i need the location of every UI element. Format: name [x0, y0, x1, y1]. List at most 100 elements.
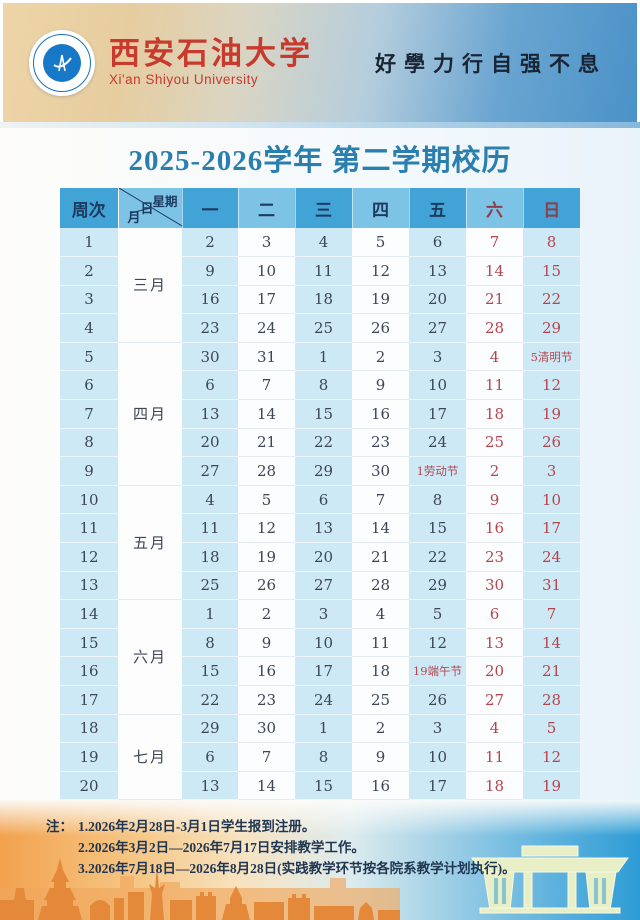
day-cell: 29 [295, 456, 352, 486]
logo-ring [33, 33, 91, 92]
week-number-cell: 10 [60, 485, 118, 515]
day-cell: 9 [238, 628, 295, 658]
day-header: 一 [182, 188, 239, 228]
day-cell: 19 [523, 399, 580, 429]
day-cell: 21 [238, 428, 295, 458]
day-cell: 18 [352, 656, 409, 686]
day-cell: 26 [238, 571, 295, 601]
day-cell: 10 [409, 370, 466, 401]
month-cell: 六月 [118, 599, 182, 715]
day-cell: 19 [523, 771, 580, 801]
day-cell: 2 [466, 456, 523, 486]
day-cell: 14 [238, 399, 295, 429]
week-number-cell: 16 [60, 656, 118, 686]
day-cell: 28 [238, 456, 295, 486]
logo-core [43, 43, 81, 82]
university-name-block: 西安石油大学 Xi'an Shiyou University [109, 38, 313, 87]
day-cell: 27 [409, 313, 466, 343]
day-cell: 12 [409, 628, 466, 658]
day-cell: 31 [238, 342, 295, 372]
day-cell: 23 [182, 313, 238, 343]
day-cell: 3 [523, 456, 580, 486]
day-cell: 1劳动节 [409, 456, 466, 486]
day-header: 三 [295, 188, 353, 228]
day-cell: 6 [409, 228, 466, 258]
table-row: 3 16 17 18 19 20 21 22 [60, 285, 580, 315]
day-cell: 9 [466, 485, 523, 515]
day-cell: 17 [409, 771, 466, 801]
note-prefix: 注： [46, 819, 73, 834]
note-text: 2.2026年3月2日—2026年7月17日安排教学工作。 [78, 840, 365, 855]
day-cell: 7 [352, 485, 409, 515]
day-cell: 11 [295, 256, 352, 286]
note-indent [46, 858, 78, 879]
day-cell: 6 [182, 370, 238, 401]
day-cell: 21 [523, 656, 580, 686]
day-header: 四 [352, 188, 410, 228]
month-cell: 五月 [118, 485, 182, 601]
day-cell: 15 [295, 399, 352, 429]
month-cell: 七月 [118, 714, 182, 801]
day-cell: 17 [238, 285, 295, 315]
day-cell: 16 [182, 285, 238, 315]
day-cell: 7 [238, 742, 295, 772]
day-cell: 11 [182, 513, 238, 544]
week-column-header: 周次 [60, 188, 119, 228]
day-cell: 8 [295, 742, 352, 772]
week-number-cell: 14 [60, 599, 118, 629]
day-cell: 21 [466, 285, 523, 315]
city-skyline-silhouette [0, 858, 400, 920]
day-cell: 4 [295, 228, 352, 258]
day-cell: 26 [352, 313, 409, 343]
day-cell: 13 [466, 628, 523, 658]
table-row: 14 六月 1 2 3 4 5 6 7 [60, 599, 580, 715]
day-cell: 6 [466, 599, 523, 629]
week-number-cell: 2 [60, 256, 118, 286]
university-name-en: Xi'an Shiyou University [109, 71, 259, 87]
day-cell: 6 [295, 485, 352, 515]
day-cell: 5 [238, 485, 295, 515]
day-cell: 18 [182, 542, 238, 572]
day-cell: 19 [238, 542, 295, 572]
day-cell: 1 [295, 714, 352, 744]
day-cell: 22 [182, 685, 238, 715]
day-cell: 29 [409, 571, 466, 601]
table-row: 13 25 26 27 28 29 30 31 [60, 571, 580, 601]
week-number-cell: 4 [60, 313, 118, 343]
week-number-cell: 8 [60, 428, 118, 458]
footer-band [0, 800, 640, 920]
day-cell: 20 [182, 428, 238, 458]
week-number-cell: 7 [60, 399, 118, 429]
week-number-cell: 19 [60, 742, 118, 772]
day-cell: 11 [466, 370, 523, 401]
day-cell: 20 [295, 542, 352, 572]
day-cell: 22 [295, 428, 352, 458]
day-cell: 18 [295, 285, 352, 315]
day-cell: 14 [466, 256, 523, 286]
day-cell: 19 [352, 285, 409, 315]
day-cell: 11 [466, 742, 523, 772]
day-cell: 9 [352, 370, 409, 401]
day-cell: 9 [352, 742, 409, 772]
day-cell: 15 [295, 771, 352, 801]
day-cell: 17 [523, 513, 580, 544]
diagonal-divider [118, 188, 182, 227]
day-cell: 9 [182, 256, 238, 286]
day-cell: 12 [523, 370, 580, 401]
day-cell: 30 [466, 571, 523, 601]
day-cell: 4 [466, 714, 523, 744]
day-cell: 12 [352, 256, 409, 286]
day-cell: 10 [409, 742, 466, 772]
oil-derrick-icon [53, 54, 72, 71]
week-number-cell: 5 [60, 342, 118, 372]
table-row: 4 23 24 25 26 27 28 29 [60, 313, 580, 343]
day-cell: 5 [352, 228, 409, 258]
day-cell: 26 [523, 428, 580, 458]
note-line: 2.2026年3月2日—2026年7月17日安排教学工作。 [46, 837, 516, 858]
week-number-cell: 12 [60, 542, 118, 572]
corner-header: 星期日月 [118, 188, 183, 228]
corner-weekday-label: 星期 [152, 195, 178, 209]
day-cell: 21 [352, 542, 409, 572]
day-cell: 30 [352, 456, 409, 486]
note-line: 注： 1.2026年2月28日-3月1日学生报到注册。 [46, 816, 516, 837]
